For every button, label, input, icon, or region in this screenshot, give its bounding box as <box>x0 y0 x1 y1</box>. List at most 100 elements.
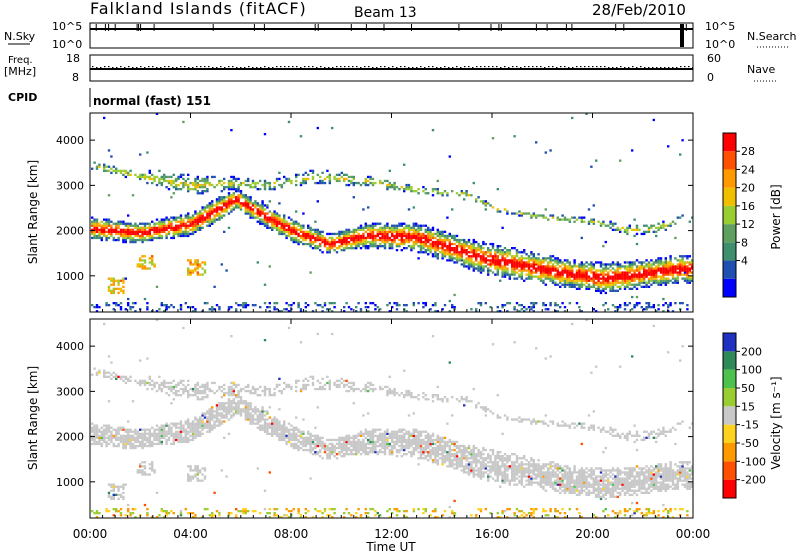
power-cell <box>547 265 550 268</box>
power-cell <box>628 269 631 272</box>
power-cell <box>304 181 307 185</box>
power-cell <box>503 273 507 276</box>
velocity-cell <box>263 410 267 413</box>
velocity-cell <box>153 385 156 389</box>
power-cell <box>604 240 607 244</box>
velocity-cell <box>275 424 279 427</box>
velocity-cell <box>160 434 163 437</box>
power-cell <box>623 277 627 280</box>
power-cell <box>364 236 367 240</box>
power-cell <box>465 253 468 256</box>
velocity-cell <box>290 432 293 435</box>
velocity-cell <box>218 418 221 421</box>
power-cell <box>299 230 303 233</box>
velocity-cell <box>112 485 115 488</box>
power-cell <box>655 279 658 282</box>
power-cell <box>319 230 322 233</box>
power-cell <box>563 265 567 268</box>
power-cell <box>563 259 567 262</box>
power-cell <box>297 228 300 231</box>
power-cell <box>131 240 135 244</box>
power-cell <box>592 263 595 266</box>
power-cell <box>141 259 144 262</box>
velocity-cell <box>129 438 132 442</box>
nave-dot <box>548 66 550 68</box>
nave-dot <box>648 67 650 69</box>
power-cell <box>424 302 427 305</box>
velocity-cell <box>273 430 276 433</box>
power-cell <box>153 226 156 229</box>
power-cell <box>479 251 483 254</box>
power-cell <box>362 240 365 244</box>
power-cell <box>659 261 663 264</box>
velocity-cell <box>167 432 171 435</box>
velocity-cell <box>100 432 103 435</box>
power-cell <box>386 232 389 236</box>
power-cell <box>134 173 137 176</box>
power-cell <box>691 271 694 274</box>
velocity-cell <box>299 516 303 519</box>
power-cell <box>177 183 180 187</box>
velocity-cell <box>187 436 190 439</box>
power-cell <box>686 279 689 282</box>
power-cell <box>141 230 144 233</box>
power-cell <box>585 261 588 264</box>
power-cell <box>103 234 106 238</box>
power-cell <box>443 238 447 242</box>
velocity-cell <box>211 410 214 413</box>
velocity-cell <box>278 408 281 411</box>
velocity-cell <box>136 438 139 442</box>
velocity-cell <box>203 426 207 429</box>
power-cell <box>343 236 346 240</box>
power-cell <box>237 196 240 199</box>
velocity-cell <box>167 428 171 431</box>
nave-dot <box>312 66 314 68</box>
velocity-cell <box>98 512 101 515</box>
power-cell <box>458 255 461 258</box>
power-cell <box>151 310 154 313</box>
power-cell <box>511 267 514 270</box>
power-cell <box>232 206 235 209</box>
power-cell <box>429 242 432 246</box>
velocity-cell <box>117 489 120 492</box>
velocity-cell <box>283 420 286 423</box>
nsky-tick-bottom: 10^0 <box>52 38 82 51</box>
velocity-cell <box>194 514 197 517</box>
power-cell <box>388 302 391 305</box>
power-cell <box>607 263 610 266</box>
power-cell <box>134 230 137 233</box>
power-cell <box>616 289 619 292</box>
power-cell <box>362 228 365 231</box>
power-cell <box>141 267 144 270</box>
power-cell <box>554 281 557 284</box>
velocity-cell <box>235 516 238 519</box>
power-cell <box>686 265 689 268</box>
power-cell <box>441 251 444 254</box>
power-cell <box>273 181 276 185</box>
power-cell <box>657 281 660 284</box>
power-cell <box>201 179 204 183</box>
velocity-cell <box>297 446 300 450</box>
velocity-cell <box>218 514 221 517</box>
velocity-cell <box>263 422 267 425</box>
power-cell <box>259 206 262 209</box>
power-cell <box>571 283 574 286</box>
power-cell <box>554 257 557 260</box>
power-cell <box>93 232 96 236</box>
power-cell <box>549 302 552 305</box>
power-cell <box>501 269 504 272</box>
velocity-cell <box>119 438 123 442</box>
power-cell <box>417 234 420 238</box>
power-cell <box>316 232 319 236</box>
power-cell <box>163 310 166 313</box>
velocity-cell <box>115 377 118 380</box>
power-cell <box>470 247 473 250</box>
velocity-cell <box>165 422 168 425</box>
power-cell <box>369 234 372 238</box>
velocity-cell <box>175 385 178 389</box>
power-cell <box>311 228 315 231</box>
power-cell <box>403 304 406 307</box>
velocity-cell <box>292 442 295 446</box>
velocity-cell <box>124 442 127 446</box>
power-cell <box>405 224 408 227</box>
